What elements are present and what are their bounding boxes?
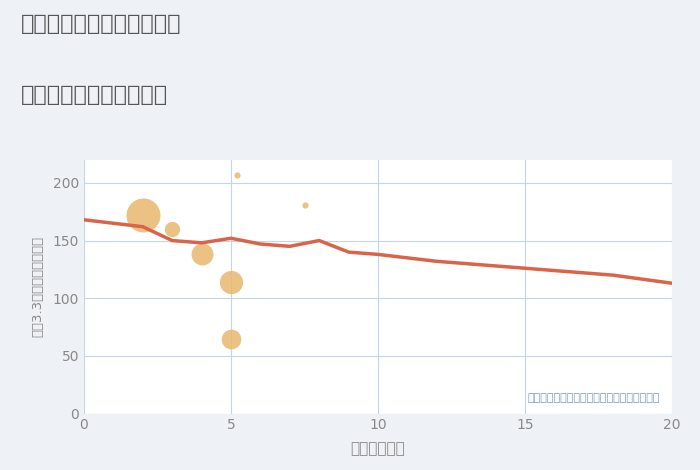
- Point: [231, 171, 242, 179]
- Text: 大阪府大阪市北区曽根崎の: 大阪府大阪市北区曽根崎の: [21, 14, 181, 34]
- Text: 駅距離別中古戸建て価格: 駅距離別中古戸建て価格: [21, 85, 168, 105]
- Text: 円の大きさは、取引のあった物件面積を示す: 円の大きさは、取引のあった物件面積を示す: [528, 393, 660, 403]
- Point: [299, 201, 310, 209]
- Y-axis label: 坪（3.3㎡）単価（万円）: 坪（3.3㎡）単価（万円）: [32, 236, 44, 337]
- X-axis label: 駅距離（分）: 駅距離（分）: [351, 441, 405, 456]
- Point: [137, 212, 148, 219]
- Point: [225, 278, 237, 286]
- Point: [196, 251, 207, 258]
- Point: [167, 225, 178, 233]
- Point: [225, 335, 237, 342]
